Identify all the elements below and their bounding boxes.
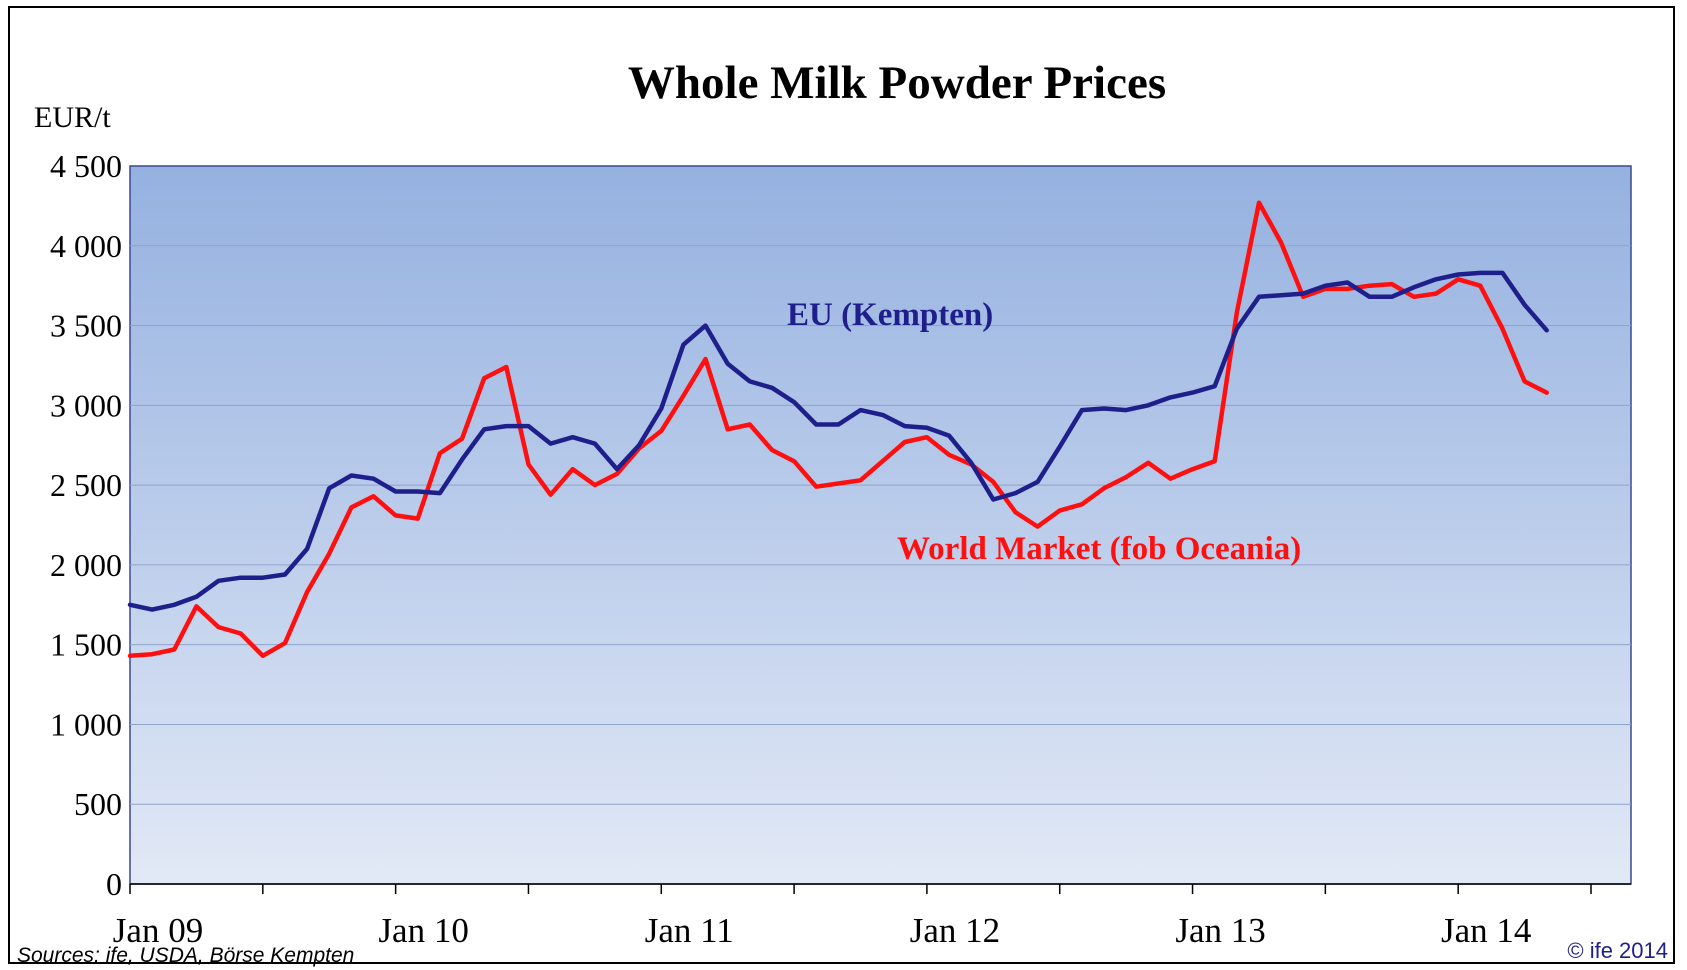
y-tick-label: 1 500 [50,627,122,663]
y-tick-label: 1 000 [50,706,122,742]
y-tick-label: 3 000 [50,387,122,423]
x-tick-label: Jan 12 [910,911,1000,950]
y-tick-label: 2 000 [50,547,122,583]
plot-area [129,165,1632,885]
y-tick-label: 500 [74,786,122,822]
series-layer [127,200,1549,659]
x-axis-ticks: Jan 09 Jan 10 Jan 11 Jan 12 Jan 13 Jan 14 [113,883,1631,950]
series-line-eu-kempten [127,270,1549,612]
y-axis-unit-label: EUR/t [34,101,111,134]
y-tick-label: 4 000 [50,228,122,264]
y-tick-label: 3 500 [50,308,122,344]
x-tick-label: Jan 11 [645,911,734,950]
copyright-note: © ife 2014 [1567,938,1668,963]
y-tick-label: 4 500 [50,148,122,184]
series-label-world-market: World Market (fob Oceania) [897,531,1301,567]
x-tick-label: Jan 10 [378,911,468,950]
x-tick-label: Jan 09 [113,911,203,950]
series-label-eu: EU (Kempten) [787,297,993,333]
y-tick-label: 0 [106,866,122,902]
y-axis-ticks: 0 500 1 000 1 500 2 000 2 500 3 000 3 500 4 000 4… [50,148,122,902]
x-tick-label: Jan 14 [1441,911,1531,950]
y-tick-label: 2 500 [50,467,122,503]
sources-note: Sources: ife, USDA, Börse Kempten [17,944,354,967]
chart-title: Whole Milk Powder Prices [628,57,1166,109]
x-tick-label: Jan 13 [1175,911,1265,950]
series-line-world-market [127,200,1549,659]
